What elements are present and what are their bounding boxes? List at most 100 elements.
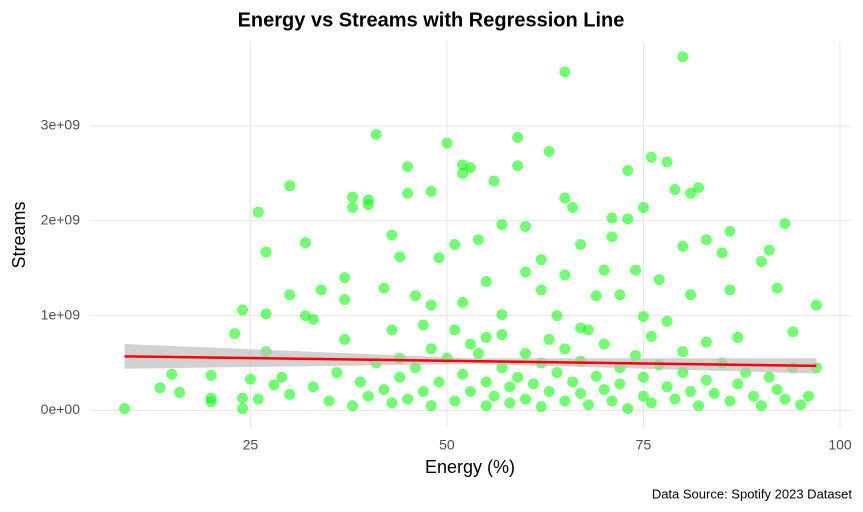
- point: [771, 384, 783, 396]
- point: [582, 399, 594, 411]
- point: [637, 311, 649, 323]
- point: [692, 400, 704, 412]
- point: [763, 244, 775, 256]
- point: [732, 331, 744, 343]
- point: [339, 293, 351, 305]
- point: [645, 151, 657, 163]
- point: [465, 338, 476, 350]
- point: [378, 282, 390, 294]
- point: [457, 167, 469, 179]
- point: [661, 381, 673, 393]
- point: [669, 183, 681, 195]
- point: [677, 346, 689, 358]
- point: [362, 390, 374, 402]
- point: [661, 315, 673, 327]
- point: [119, 403, 131, 415]
- point: [402, 161, 414, 173]
- point: [512, 160, 524, 172]
- point: [520, 393, 532, 405]
- point: [370, 128, 382, 140]
- point: [323, 395, 335, 407]
- point: [622, 403, 634, 415]
- point: [252, 393, 264, 405]
- point: [386, 324, 398, 336]
- point: [472, 348, 484, 360]
- y-axis-title: Streams: [9, 201, 29, 268]
- point: [559, 192, 571, 204]
- point: [535, 254, 547, 266]
- point: [347, 191, 359, 203]
- point: [362, 199, 374, 211]
- point: [622, 165, 634, 177]
- point: [543, 333, 555, 345]
- point: [779, 218, 791, 230]
- point: [700, 336, 712, 348]
- point: [677, 51, 689, 63]
- point: [724, 284, 736, 296]
- point: [425, 185, 437, 197]
- point: [260, 246, 272, 258]
- point: [724, 395, 736, 407]
- point: [606, 231, 618, 243]
- point: [465, 162, 476, 174]
- point: [307, 313, 319, 325]
- point: [527, 378, 539, 390]
- point: [567, 376, 579, 388]
- point: [496, 329, 508, 341]
- chart-title: Energy vs Streams with Regression Line: [238, 9, 625, 31]
- point: [685, 289, 697, 301]
- point: [692, 182, 704, 194]
- point: [409, 290, 421, 302]
- point: [559, 343, 571, 355]
- point: [480, 400, 492, 412]
- point: [653, 274, 665, 286]
- point: [394, 251, 406, 263]
- point: [480, 376, 492, 388]
- point: [237, 392, 249, 404]
- x-tick-label: 50: [439, 437, 455, 453]
- x-tick-label: 100: [828, 437, 852, 453]
- point: [488, 175, 500, 187]
- point: [441, 137, 453, 149]
- point: [716, 247, 728, 259]
- point: [449, 238, 461, 250]
- point: [244, 373, 256, 385]
- point: [433, 376, 445, 388]
- point: [315, 284, 327, 296]
- point: [551, 310, 563, 322]
- point: [630, 264, 642, 276]
- point: [520, 266, 532, 278]
- point: [755, 400, 767, 412]
- point: [622, 213, 634, 225]
- x-tick-label: 75: [636, 437, 652, 453]
- point: [637, 390, 649, 402]
- point: [748, 390, 760, 402]
- point: [535, 284, 547, 296]
- point: [276, 371, 288, 383]
- point: [480, 331, 492, 343]
- point: [425, 343, 437, 355]
- point: [268, 379, 280, 391]
- y-tick-label: 2e+09: [41, 211, 81, 227]
- point: [567, 201, 579, 213]
- point: [575, 387, 587, 399]
- point: [755, 256, 767, 268]
- y-tick-label: 1e+09: [41, 306, 81, 322]
- point: [252, 206, 264, 218]
- point: [354, 376, 366, 388]
- point: [417, 385, 429, 397]
- point: [685, 385, 697, 397]
- point: [480, 275, 492, 287]
- point: [449, 324, 461, 336]
- y-tick-label: 3e+09: [41, 117, 81, 133]
- point: [598, 338, 610, 350]
- point: [677, 240, 689, 252]
- point: [590, 290, 602, 302]
- point: [512, 371, 524, 383]
- point: [409, 362, 421, 374]
- point: [457, 296, 469, 308]
- point: [504, 381, 516, 393]
- point: [449, 395, 461, 407]
